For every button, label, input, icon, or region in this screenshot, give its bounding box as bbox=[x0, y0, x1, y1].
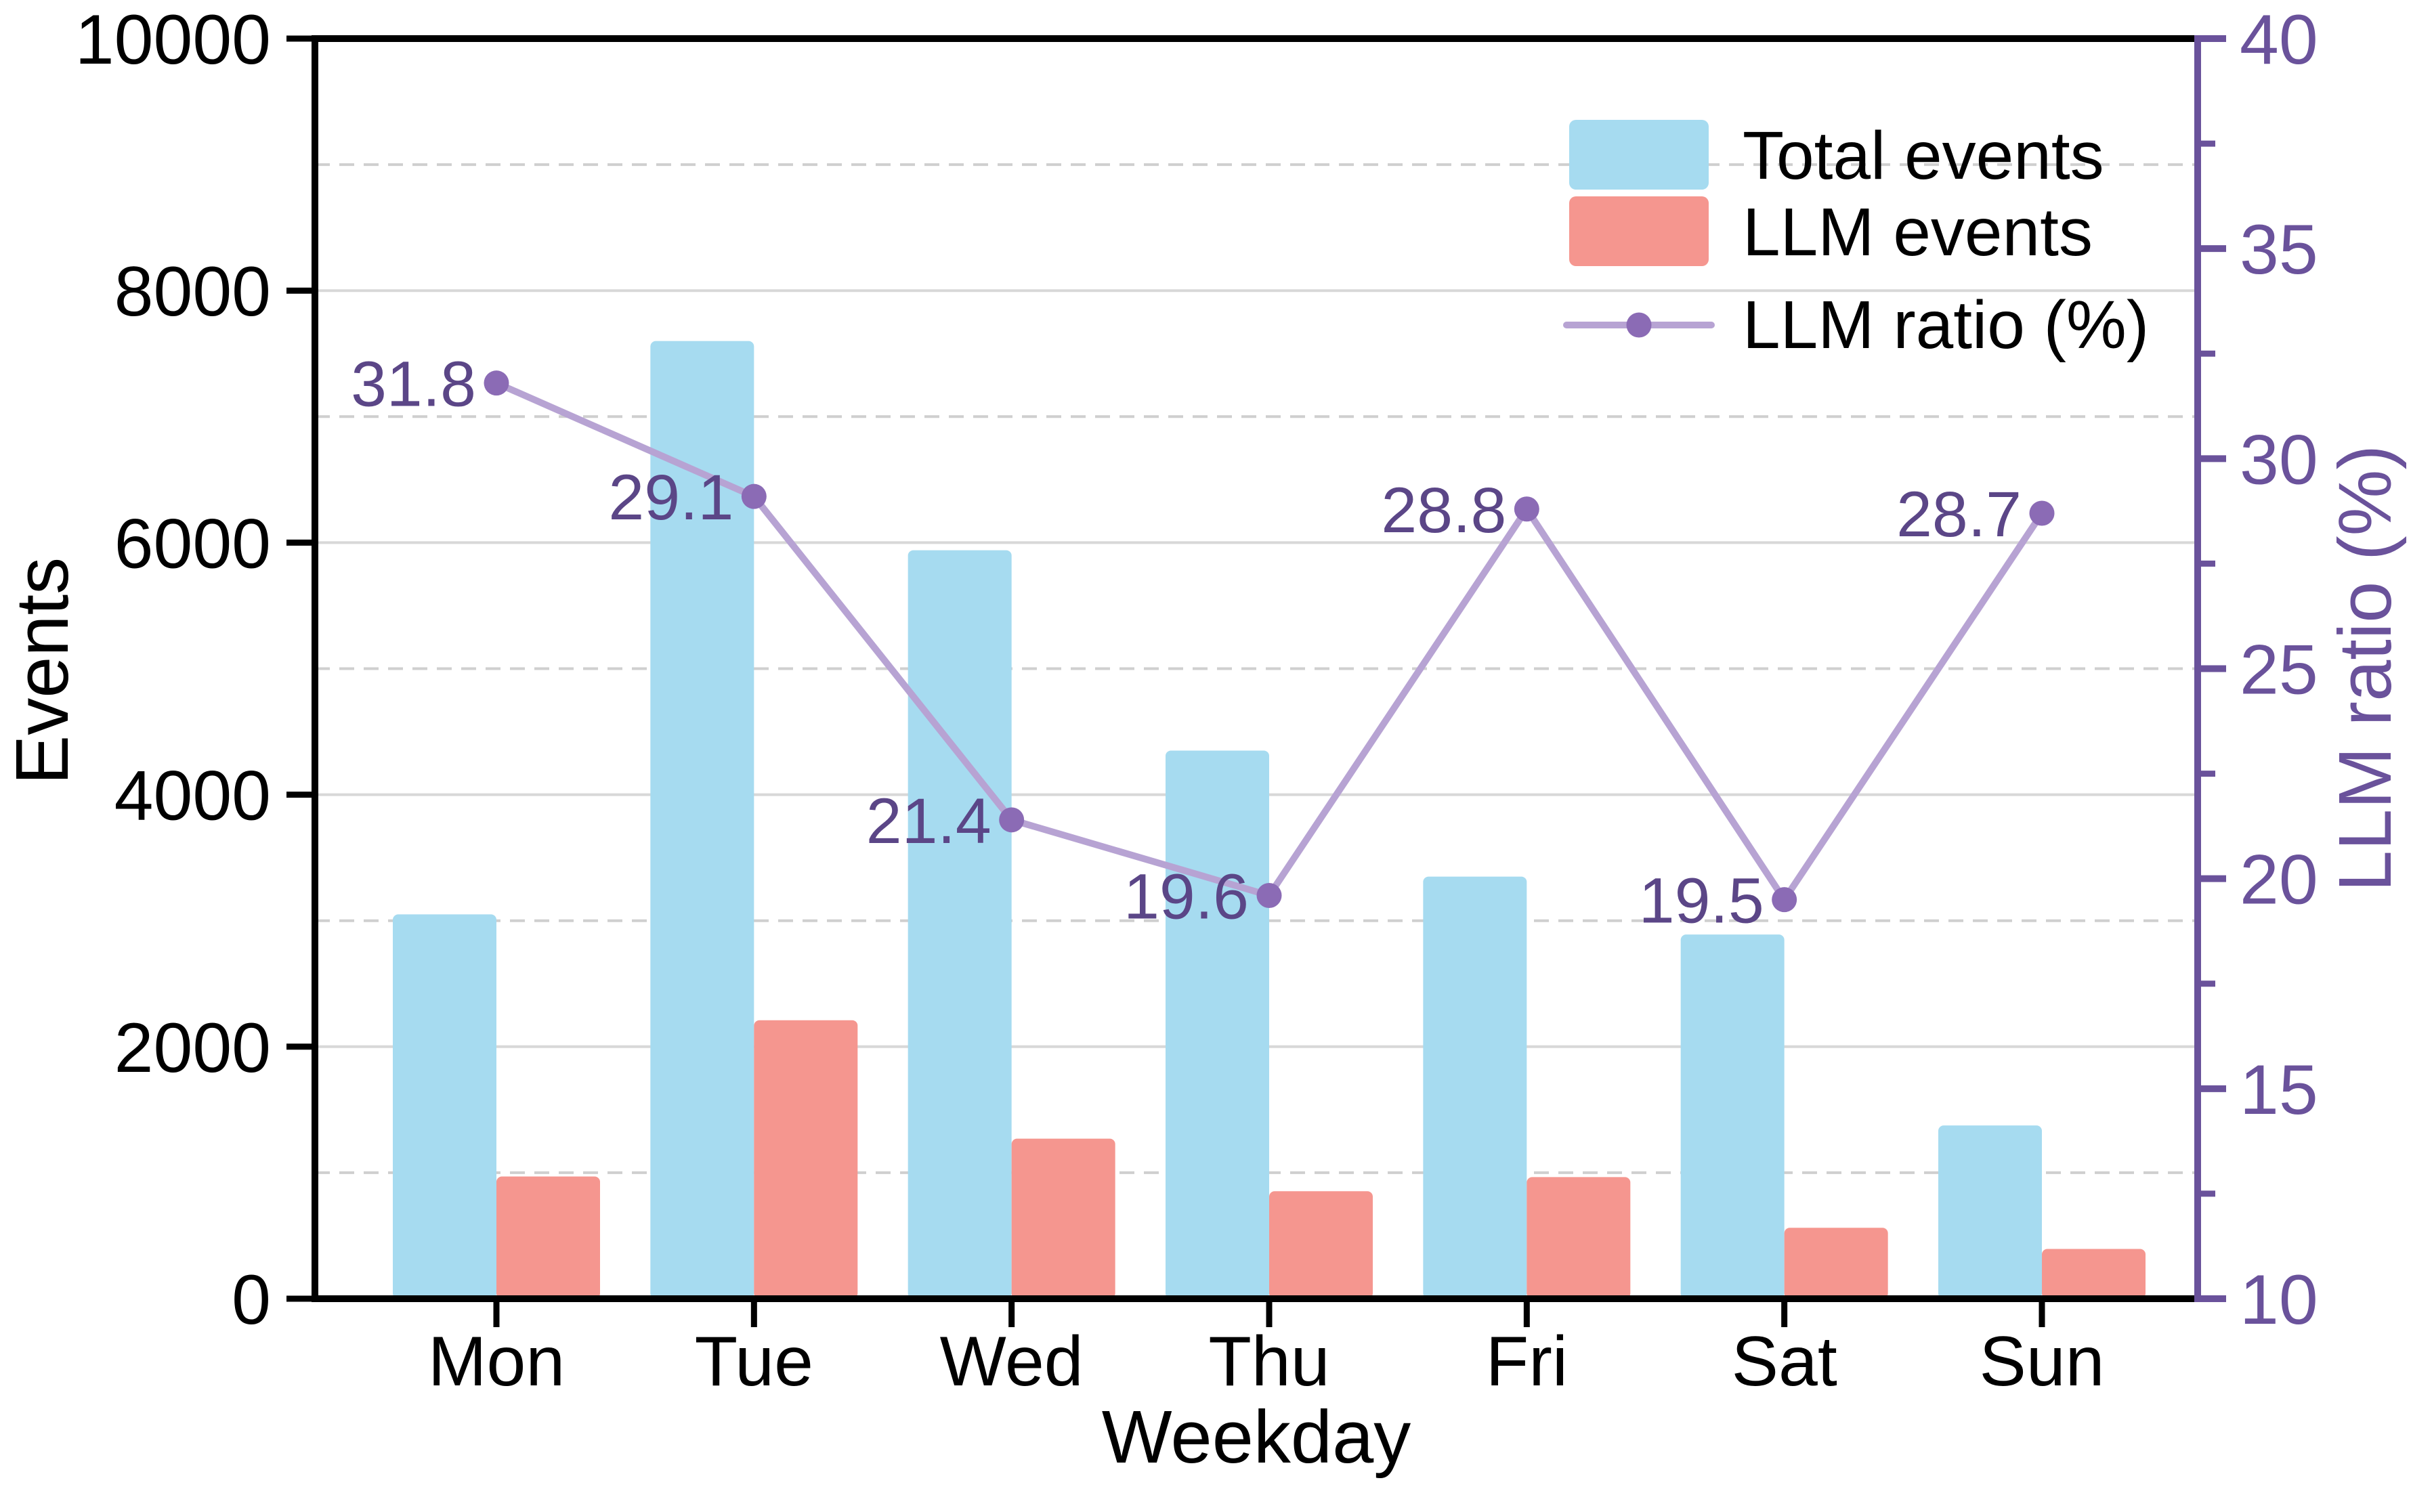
legend-swatch-llm-events bbox=[1569, 196, 1709, 266]
bar-llm-events-mon bbox=[496, 1176, 600, 1299]
bar-llm-events-tue bbox=[754, 1020, 858, 1299]
llm-ratio-marker-thu bbox=[1256, 882, 1282, 908]
left-axis: 0 2000 4000 6000 8000 10000 bbox=[75, 1, 315, 1339]
bar-llm-events-sun bbox=[2041, 1249, 2146, 1299]
right-tick-label-10: 10 bbox=[2240, 1261, 2318, 1339]
bar-total-events-fri bbox=[1423, 876, 1527, 1299]
bars bbox=[393, 341, 2146, 1299]
right-axis-title: LLM ratio (%) bbox=[2324, 445, 2407, 892]
bar-total-events-wed bbox=[908, 550, 1012, 1299]
llm-ratio-value-label-sun: 28.7 bbox=[1896, 479, 2022, 550]
left-tick-label-8000: 8000 bbox=[114, 253, 271, 331]
left-tick-label-2000: 2000 bbox=[114, 1009, 271, 1087]
left-tick-label-0: 0 bbox=[232, 1261, 271, 1339]
x-axis-title: Weekday bbox=[1102, 1396, 1411, 1479]
llm-ratio-marker-fri bbox=[1514, 496, 1539, 522]
left-tick-label-4000: 4000 bbox=[114, 757, 271, 836]
llm-ratio-marker-wed bbox=[999, 807, 1025, 833]
legend-label-total-events: Total events bbox=[1743, 118, 2104, 194]
x-tick-label-mon: Mon bbox=[428, 1322, 565, 1401]
legend-marker-llm-ratio bbox=[1626, 312, 1652, 338]
bar-total-events-thu bbox=[1165, 750, 1269, 1299]
bar-total-events-mon bbox=[393, 914, 496, 1299]
left-tick-label-10000: 10000 bbox=[75, 1, 271, 79]
bar-total-events-tue bbox=[650, 341, 754, 1299]
bar-llm-events-sat bbox=[1784, 1228, 1888, 1299]
llm-ratio-marker-sat bbox=[1772, 887, 1797, 913]
right-tick-label-20: 20 bbox=[2240, 841, 2318, 920]
llm-ratio-marker-mon bbox=[484, 370, 509, 396]
llm-ratio-value-label-mon: 31.8 bbox=[351, 349, 476, 420]
llm-ratio-value-label-thu: 19.6 bbox=[1124, 861, 1249, 932]
bar-llm-events-fri bbox=[1527, 1177, 1631, 1299]
right-tick-label-40: 40 bbox=[2240, 1, 2318, 79]
legend-swatch-total-events bbox=[1569, 120, 1709, 190]
llm-ratio-marker-tue bbox=[741, 483, 767, 509]
left-axis-title: Events bbox=[1, 557, 84, 785]
right-tick-label-15: 15 bbox=[2240, 1051, 2318, 1129]
bar-llm-events-thu bbox=[1268, 1191, 1373, 1299]
llm-ratio-marker-sun bbox=[2029, 500, 2055, 526]
x-tick-label-sun: Sun bbox=[1979, 1322, 2104, 1401]
x-tick-label-thu: Thu bbox=[1208, 1322, 1329, 1401]
x-axis: Mon Tue Wed Thu Fri Sat Sun bbox=[428, 1299, 2105, 1401]
right-tick-label-25: 25 bbox=[2240, 631, 2318, 710]
legend-label-llm-events: LLM events bbox=[1743, 194, 2093, 270]
right-tick-label-35: 35 bbox=[2240, 211, 2318, 289]
llm-ratio-line-series: 31.8 29.1 21.4 19.6 28.8 19.5 28.7 bbox=[351, 349, 2055, 937]
x-tick-label-tue: Tue bbox=[695, 1322, 813, 1401]
bar-total-events-sat bbox=[1680, 934, 1785, 1299]
llm-ratio-value-label-wed: 21.4 bbox=[866, 785, 991, 857]
x-tick-label-wed: Wed bbox=[940, 1322, 1084, 1401]
x-tick-label-fri: Fri bbox=[1486, 1322, 1568, 1401]
bar-total-events-sun bbox=[1938, 1125, 2042, 1299]
x-tick-label-sat: Sat bbox=[1732, 1322, 1837, 1401]
llm-ratio-value-label-sat: 19.5 bbox=[1639, 865, 1764, 937]
right-tick-label-30: 30 bbox=[2240, 420, 2318, 499]
right-axis: 10 15 20 25 30 35 40 bbox=[2198, 1, 2318, 1339]
llm-ratio-value-label-tue: 29.1 bbox=[608, 462, 733, 534]
left-tick-label-6000: 6000 bbox=[114, 504, 271, 583]
llm-ratio-value-label-fri: 28.8 bbox=[1381, 475, 1506, 546]
bar-llm-events-wed bbox=[1011, 1138, 1115, 1299]
legend-label-llm-ratio: LLM ratio (%) bbox=[1743, 287, 2149, 363]
